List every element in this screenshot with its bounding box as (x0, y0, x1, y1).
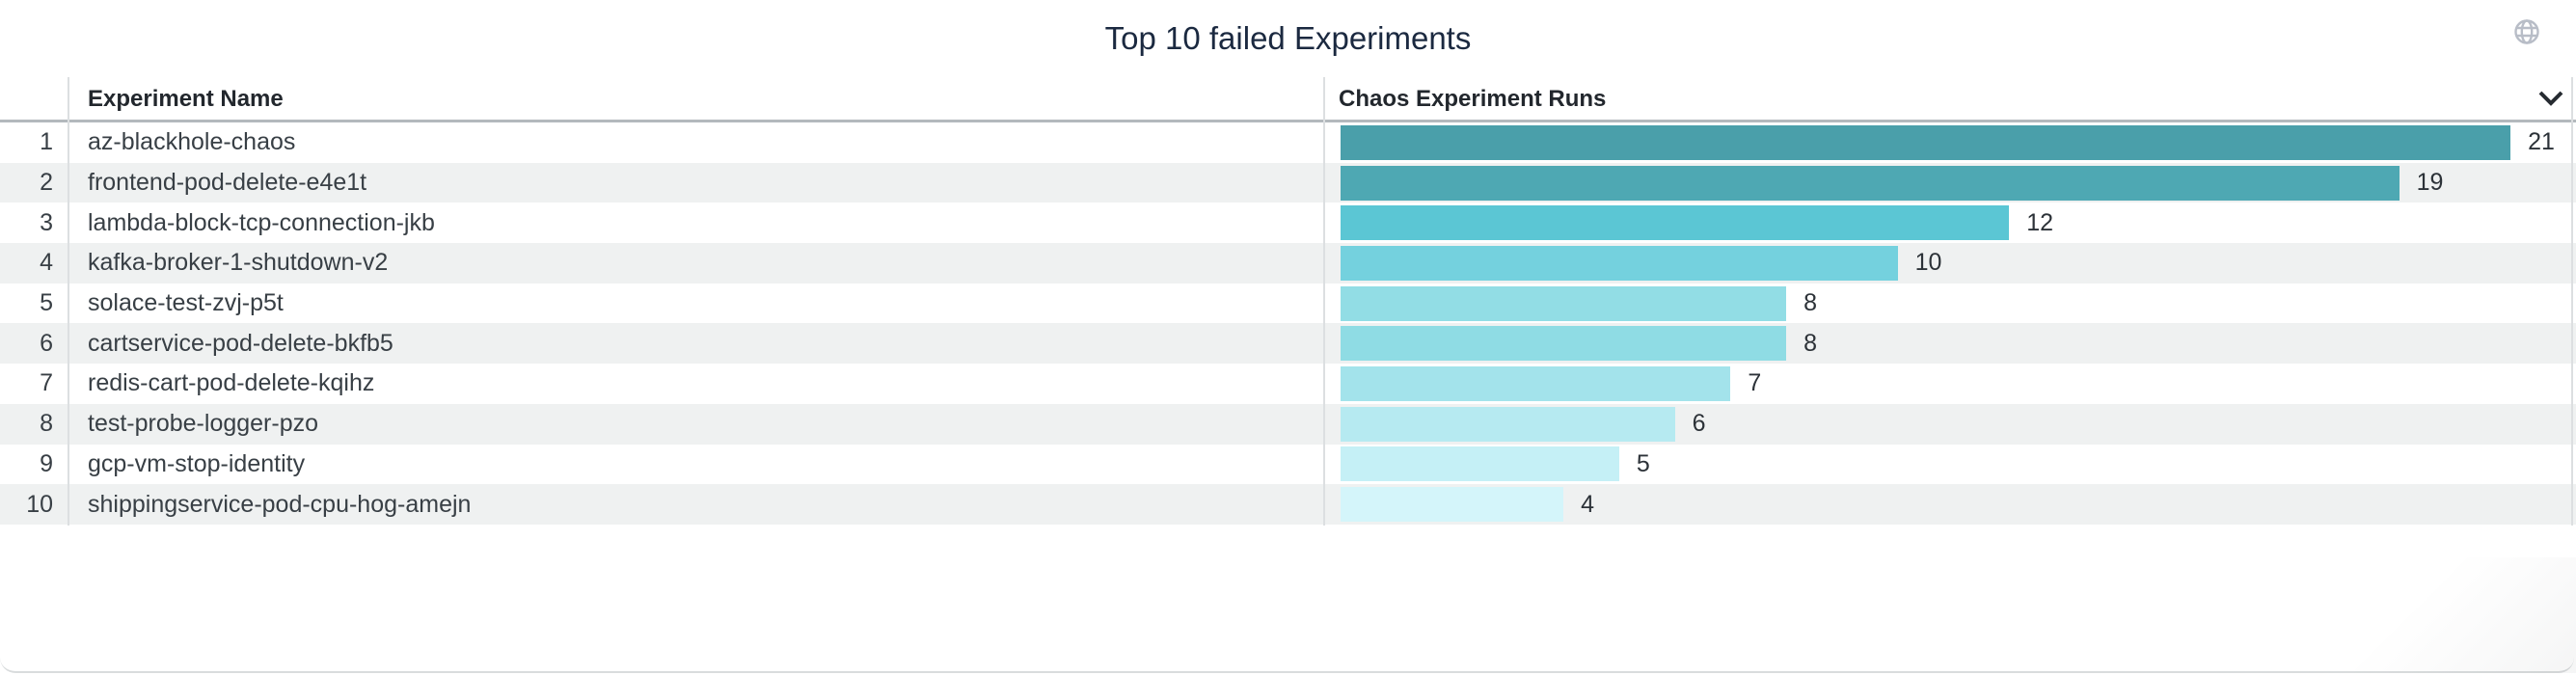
bar-value-label: 21 (2528, 128, 2555, 156)
table-row: 3 lambda-block-tcp-connection-jkb 12 (0, 202, 2576, 244)
table-header-row: Experiment Name Chaos Experiment Runs (0, 72, 2576, 121)
experiment-name[interactable]: shippingservice-pod-cpu-hog-amejn (88, 490, 472, 518)
row-rank: 4 (40, 249, 53, 277)
page-title: Top 10 failed Experiments (1104, 20, 1472, 56)
bar-value-label: 10 (1914, 249, 1942, 277)
experiment-runs-bar[interactable] (1341, 124, 2511, 160)
row-rank: 2 (40, 169, 53, 197)
experiment-name[interactable]: az-blackhole-chaos (88, 128, 296, 156)
row-rank: 8 (40, 410, 53, 438)
experiment-name[interactable]: lambda-block-tcp-connection-jkb (88, 208, 435, 236)
globe-icon[interactable] (2512, 17, 2541, 46)
experiment-runs-bar[interactable] (1341, 365, 1731, 401)
experiment-runs-bar[interactable] (1341, 446, 1619, 482)
bar-cell: 6 (1341, 404, 2576, 445)
row-rank: 5 (40, 289, 53, 317)
experiment-name[interactable]: frontend-pod-delete-e4e1t (88, 169, 367, 197)
bar-cell: 12 (1341, 202, 2576, 243)
bar-cell: 5 (1341, 445, 2576, 485)
row-rank: 9 (40, 449, 53, 477)
experiment-runs-bar[interactable] (1341, 326, 1787, 362)
bar-cell: 4 (1341, 484, 2576, 525)
row-rank: 7 (40, 369, 53, 397)
column-divider (2571, 77, 2573, 526)
column-divider (68, 77, 69, 526)
experiment-name[interactable]: redis-cart-pod-delete-kqihz (88, 369, 375, 397)
bar-value-label: 7 (1748, 369, 1762, 397)
row-rank: 10 (26, 490, 53, 518)
bar-cell: 7 (1341, 364, 2576, 404)
column-divider (1323, 77, 1325, 526)
experiment-runs-bar[interactable] (1341, 285, 1787, 321)
bar-value-label: 5 (1636, 449, 1650, 477)
experiment-runs-bar[interactable] (1341, 165, 2400, 201)
experiment-runs-bar[interactable] (1341, 487, 1564, 523)
experiment-runs-bar[interactable] (1341, 406, 1675, 442)
experiment-name[interactable]: test-probe-logger-pzo (88, 410, 319, 438)
table-row: 7 redis-cart-pod-delete-kqihz 7 (0, 364, 2576, 404)
table-row: 5 solace-test-zvj-p5t 8 (0, 283, 2576, 324)
bar-value-label: 8 (1803, 329, 1818, 357)
column-header-experiment-name: Experiment Name (88, 86, 284, 112)
row-rank: 6 (40, 329, 53, 357)
bar-cell: 10 (1341, 243, 2576, 284)
table-row: 4 kafka-broker-1-shutdown-v2 10 (0, 243, 2576, 284)
bar-cell: 19 (1341, 163, 2576, 203)
bar-cell: 8 (1341, 284, 2576, 324)
table-row: 2 frontend-pod-delete-e4e1t 19 (0, 162, 2576, 203)
header-border (0, 120, 2576, 122)
bar-value-label: 4 (1581, 490, 1594, 518)
bar-cell: 8 (1341, 323, 2576, 364)
table-body: 1 az-blackhole-chaos 21 2 frontend-pod-d… (0, 122, 2576, 525)
bar-value-label: 19 (2416, 169, 2444, 197)
table-row: 8 test-probe-logger-pzo 6 (0, 403, 2576, 445)
column-header-chaos-experiment-runs: Chaos Experiment Runs (1339, 86, 1607, 112)
row-rank: 1 (40, 128, 53, 156)
experiment-name[interactable]: cartservice-pod-delete-bkfb5 (88, 329, 393, 357)
table-row: 6 cartservice-pod-delete-bkfb5 8 (0, 323, 2576, 364)
bar-value-label: 12 (2026, 208, 2054, 236)
bar-value-label: 6 (1692, 410, 1706, 438)
experiment-name[interactable]: solace-test-zvj-p5t (88, 289, 284, 317)
table-row: 1 az-blackhole-chaos 21 (0, 122, 2576, 163)
chevron-down-icon[interactable] (2536, 89, 2565, 110)
experiment-name[interactable]: kafka-broker-1-shutdown-v2 (88, 249, 389, 277)
experiment-name[interactable]: gcp-vm-stop-identity (88, 449, 306, 477)
experiment-runs-bar[interactable] (1341, 205, 2010, 241)
table-row: 9 gcp-vm-stop-identity 5 (0, 444, 2576, 485)
bar-value-label: 8 (1803, 289, 1818, 317)
table-row: 10 shippingservice-pod-cpu-hog-amejn 4 (0, 484, 2576, 525)
experiment-runs-bar[interactable] (1341, 245, 1898, 281)
bar-cell: 21 (1341, 122, 2576, 163)
row-rank: 3 (40, 208, 53, 236)
